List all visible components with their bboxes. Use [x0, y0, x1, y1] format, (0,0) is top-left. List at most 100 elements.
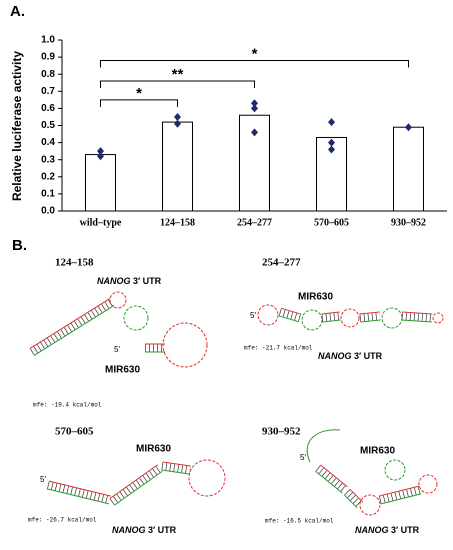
rna-strand — [360, 319, 381, 323]
rna-strand — [162, 461, 191, 467]
rna-strand — [378, 485, 420, 497]
rna-strand — [29, 298, 111, 350]
utr-name: 3′ UTR — [389, 525, 420, 535]
rna-strand — [315, 470, 343, 494]
rna-loop — [359, 494, 381, 516]
utr-label: NANOG 3′ UTR — [318, 351, 383, 361]
rna-loop — [123, 305, 149, 331]
base-pairs — [344, 489, 363, 508]
rna-loop — [109, 291, 127, 309]
x-tick-label: wild–type — [80, 217, 122, 228]
rna-strand — [402, 311, 433, 315]
y-tick-label: 0.1 — [41, 189, 55, 200]
y-tick-label: 0.5 — [41, 120, 55, 131]
rna-strand — [320, 464, 348, 488]
rna-strand — [33, 304, 115, 356]
significance-bracket — [100, 80, 255, 89]
panel-label: B. — [12, 237, 27, 254]
base-pairs — [161, 462, 191, 474]
rna-strand — [48, 480, 112, 497]
y-tick-label: 0.8 — [41, 69, 55, 80]
base-pairs — [379, 486, 421, 504]
utr-label: NANOG 3′ UTR — [355, 525, 420, 535]
y-tick-label: 0.2 — [41, 171, 55, 182]
base-pairs — [321, 312, 341, 322]
rna-loop — [381, 307, 403, 329]
y-tick-label: 0.6 — [41, 103, 55, 114]
rna-strand — [401, 319, 432, 323]
significance-bracket — [100, 99, 178, 107]
mfe-label: mfe: -21.7 kcal/mol — [244, 345, 313, 352]
rna-strand — [359, 311, 380, 315]
data-point — [251, 104, 258, 113]
rna-strand — [109, 464, 158, 500]
data-point — [251, 99, 258, 108]
x-tick-label: 254–277 — [237, 217, 272, 228]
five-prime: 5′ — [40, 475, 46, 484]
rna-strand — [46, 488, 110, 505]
utr-label: NANOG 3′ UTR — [112, 525, 177, 535]
utr-name: 3′ UTR — [146, 525, 177, 535]
rna-strand — [278, 315, 299, 323]
x-tick-label: 124–158 — [160, 217, 195, 228]
y-tick-label: 0.3 — [41, 154, 55, 165]
data-point — [174, 119, 181, 128]
base-pairs — [401, 312, 433, 322]
gene-name: NANOG — [355, 525, 389, 535]
rna-loop — [340, 308, 360, 328]
five-prime: 5′ — [250, 311, 256, 320]
structure-label: 254–277 — [262, 257, 301, 269]
y-tick-label: 1.0 — [41, 35, 55, 46]
five-prime: 5′ — [300, 453, 306, 462]
utr-name: 3′ UTR — [352, 351, 383, 361]
significance-bracket — [100, 60, 409, 68]
bar — [316, 136, 347, 212]
utr-label: NANOG 3′ UTR — [97, 276, 162, 286]
rna-loop — [384, 459, 406, 481]
mfe-label: mfe: -19.4 kcal/mol — [33, 402, 102, 409]
rna-loop — [188, 459, 226, 497]
bar — [239, 114, 270, 212]
rna-loop — [301, 309, 323, 331]
rna-strand — [161, 469, 190, 475]
significance-label: * — [136, 85, 142, 102]
base-pairs — [109, 465, 163, 505]
x-tick-label: 570–605 — [314, 217, 349, 228]
bar — [162, 121, 193, 212]
rna-strand — [380, 493, 422, 505]
rna-strand — [343, 494, 358, 509]
mfe-label: mfe: -26.7 kcal/mol — [28, 517, 97, 524]
mfe-label: mfe: -16.5 kcal/mol — [265, 518, 334, 525]
rna-strand — [281, 307, 302, 315]
rna-loop — [257, 304, 279, 326]
rna-strand — [322, 319, 341, 323]
rna-strand — [114, 470, 163, 506]
y-tick-label: 0.0 — [41, 206, 55, 217]
data-point — [251, 128, 258, 137]
mirna-label: MIR630 — [105, 365, 140, 376]
rna-strand — [349, 488, 364, 503]
mirna-label: MIR630 — [136, 444, 171, 455]
base-pairs — [47, 481, 111, 504]
data-point — [174, 112, 181, 121]
y-tick-label: 0.4 — [41, 137, 55, 148]
bar — [85, 154, 116, 212]
bar-chart: 0.0 0.1 0.2 0.3 0.4 0.5 0.6 0.7 0.8 0.9 1.0 wild–ty… — [41, 35, 447, 228]
gene-name: NANOG — [97, 276, 131, 286]
y-tick-label: 0.7 — [41, 86, 55, 97]
bar — [393, 126, 424, 212]
structure-label: 570–605 — [55, 426, 94, 438]
significance-label: ** — [172, 66, 184, 83]
rna-strand — [306, 429, 341, 463]
rna-strand — [321, 311, 340, 315]
structure-label: 124–158 — [55, 257, 94, 269]
mirna-label: MIR630 — [298, 292, 333, 303]
data-point — [405, 123, 412, 132]
y-axis-label: Relative luciferase activity — [10, 51, 24, 201]
gene-name: NANOG — [318, 351, 352, 361]
five-prime: 5′ — [114, 345, 120, 354]
rna-loop — [418, 474, 438, 494]
mirna-label: MIR630 — [360, 446, 395, 457]
